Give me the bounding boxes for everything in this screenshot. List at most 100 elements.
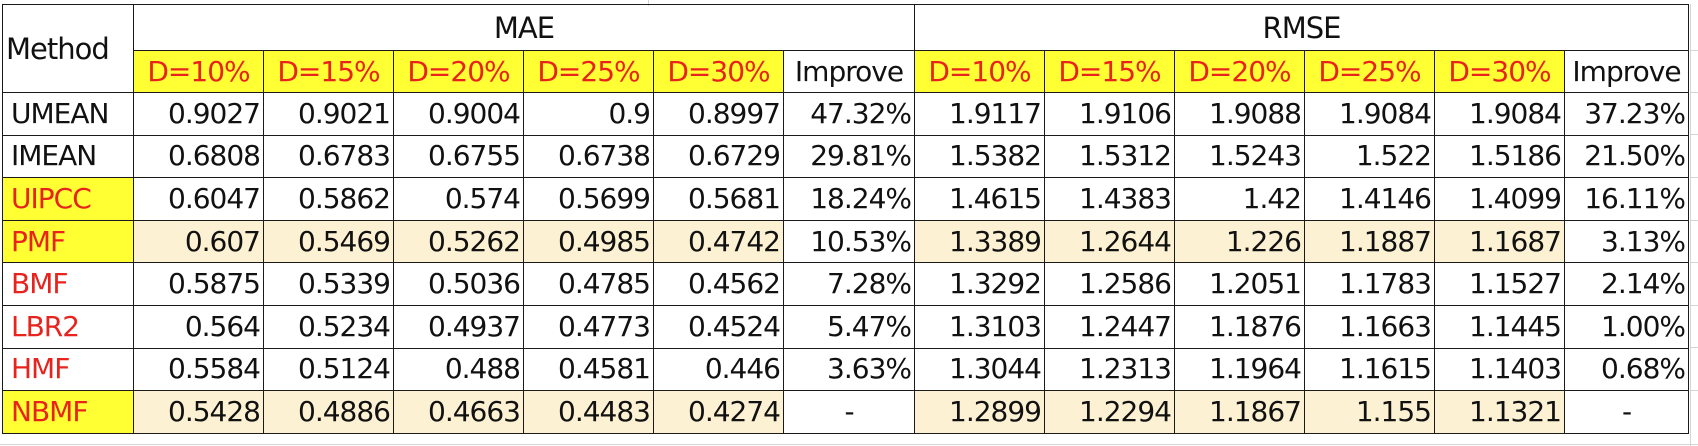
mae-subheader-d20[interactable]: D=20% — [393, 50, 524, 93]
mae-value-cell[interactable]: 0.5428 — [133, 390, 264, 434]
rmse-subheader-d15[interactable]: D=15% — [1044, 50, 1175, 93]
mae-value-cell[interactable]: 0.5036 — [393, 262, 524, 306]
mae-improve-cell[interactable]: 5.47% — [783, 304, 915, 349]
rmse-value-cell[interactable]: 1.3044 — [914, 347, 1045, 392]
mae-value-cell[interactable]: 0.574 — [393, 177, 524, 221]
method-cell[interactable]: BMF — [2, 262, 134, 306]
mae-value-cell[interactable]: 0.5862 — [263, 177, 394, 221]
rmse-value-cell[interactable]: 1.1527 — [1434, 262, 1565, 306]
rmse-subheader-d10[interactable]: D=10% — [914, 50, 1045, 93]
rmse-improve-cell[interactable]: 2.14% — [1564, 262, 1689, 306]
method-cell[interactable]: PMF — [2, 219, 134, 264]
rmse-improve-cell[interactable]: - — [1564, 390, 1689, 434]
mae-value-cell[interactable]: 0.9021 — [263, 92, 394, 136]
mae-value-cell[interactable]: 0.488 — [393, 347, 524, 392]
mae-value-cell[interactable]: 0.5124 — [263, 347, 394, 392]
rmse-value-cell[interactable]: 1.2313 — [1044, 347, 1175, 392]
method-cell[interactable]: IMEAN — [2, 134, 134, 179]
mae-value-cell[interactable]: 0.4785 — [523, 262, 654, 306]
rmse-value-cell[interactable]: 1.42 — [1174, 177, 1305, 221]
mae-value-cell[interactable]: 0.4985 — [523, 219, 654, 264]
rmse-value-cell[interactable]: 1.2051 — [1174, 262, 1305, 306]
rmse-value-cell[interactable]: 1.1687 — [1434, 219, 1565, 264]
rmse-value-cell[interactable]: 1.2447 — [1044, 304, 1175, 349]
mae-value-cell[interactable]: 0.5584 — [133, 347, 264, 392]
mae-value-cell[interactable]: 0.4663 — [393, 390, 524, 434]
mae-value-cell[interactable]: 0.5681 — [653, 177, 784, 221]
rmse-value-cell[interactable]: 1.522 — [1304, 134, 1435, 179]
mae-value-cell[interactable]: 0.6047 — [133, 177, 264, 221]
rmse-value-cell[interactable]: 1.1615 — [1304, 347, 1435, 392]
rmse-value-cell[interactable]: 1.9084 — [1304, 92, 1435, 136]
mae-value-cell[interactable]: 0.9027 — [133, 92, 264, 136]
mae-value-cell[interactable]: 0.4562 — [653, 262, 784, 306]
mae-improve-cell[interactable]: 29.81% — [783, 134, 915, 179]
mae-value-cell[interactable]: 0.9004 — [393, 92, 524, 136]
rmse-value-cell[interactable]: 1.4099 — [1434, 177, 1565, 221]
mae-improve-cell[interactable]: 7.28% — [783, 262, 915, 306]
rmse-improve-cell[interactable]: 16.11% — [1564, 177, 1689, 221]
rmse-value-cell[interactable]: 1.5243 — [1174, 134, 1305, 179]
rmse-value-cell[interactable]: 1.1663 — [1304, 304, 1435, 349]
mae-value-cell[interactable]: 0.564 — [133, 304, 264, 349]
mae-subheader-d25[interactable]: D=25% — [523, 50, 654, 93]
rmse-subheader-improve[interactable]: Improve — [1564, 50, 1689, 93]
mae-value-cell[interactable]: 0.4274 — [653, 390, 784, 434]
mae-group-header[interactable]: MAE — [133, 4, 915, 51]
mae-value-cell[interactable]: 0.4581 — [523, 347, 654, 392]
rmse-value-cell[interactable]: 1.226 — [1174, 219, 1305, 264]
mae-value-cell[interactable]: 0.446 — [653, 347, 784, 392]
mae-subheader-improve[interactable]: Improve — [783, 50, 915, 93]
mae-value-cell[interactable]: 0.6729 — [653, 134, 784, 179]
rmse-value-cell[interactable]: 1.2899 — [914, 390, 1045, 434]
rmse-value-cell[interactable]: 1.1887 — [1304, 219, 1435, 264]
rmse-value-cell[interactable]: 1.5186 — [1434, 134, 1565, 179]
method-cell[interactable]: UMEAN — [2, 92, 134, 136]
mae-improve-cell[interactable]: 10.53% — [783, 219, 915, 264]
mae-value-cell[interactable]: 0.6755 — [393, 134, 524, 179]
rmse-value-cell[interactable]: 1.5382 — [914, 134, 1045, 179]
rmse-subheader-d20[interactable]: D=20% — [1174, 50, 1305, 93]
mae-improve-cell[interactable]: 47.32% — [783, 92, 915, 136]
rmse-group-header[interactable]: RMSE — [914, 4, 1689, 51]
mae-value-cell[interactable]: 0.4937 — [393, 304, 524, 349]
mae-value-cell[interactable]: 0.5234 — [263, 304, 394, 349]
mae-value-cell[interactable]: 0.4773 — [523, 304, 654, 349]
mae-value-cell[interactable]: 0.6738 — [523, 134, 654, 179]
rmse-value-cell[interactable]: 1.1445 — [1434, 304, 1565, 349]
mae-value-cell[interactable]: 0.6783 — [263, 134, 394, 179]
rmse-value-cell[interactable]: 1.4146 — [1304, 177, 1435, 221]
rmse-value-cell[interactable]: 1.155 — [1304, 390, 1435, 434]
rmse-subheader-d25[interactable]: D=25% — [1304, 50, 1435, 93]
rmse-value-cell[interactable]: 1.9117 — [914, 92, 1045, 136]
mae-improve-cell[interactable]: - — [783, 390, 915, 434]
method-cell[interactable]: HMF — [2, 347, 134, 392]
mae-value-cell[interactable]: 0.4524 — [653, 304, 784, 349]
rmse-value-cell[interactable]: 1.2294 — [1044, 390, 1175, 434]
mae-value-cell[interactable]: 0.6808 — [133, 134, 264, 179]
rmse-improve-cell[interactable]: 21.50% — [1564, 134, 1689, 179]
rmse-value-cell[interactable]: 1.1876 — [1174, 304, 1305, 349]
mae-value-cell[interactable]: 0.9 — [523, 92, 654, 136]
rmse-value-cell[interactable]: 1.3389 — [914, 219, 1045, 264]
mae-value-cell[interactable]: 0.5875 — [133, 262, 264, 306]
rmse-value-cell[interactable]: 1.1964 — [1174, 347, 1305, 392]
mae-value-cell[interactable]: 0.4886 — [263, 390, 394, 434]
mae-value-cell[interactable]: 0.5699 — [523, 177, 654, 221]
mae-value-cell[interactable]: 0.5262 — [393, 219, 524, 264]
rmse-value-cell[interactable]: 1.2644 — [1044, 219, 1175, 264]
rmse-value-cell[interactable]: 1.1321 — [1434, 390, 1565, 434]
rmse-value-cell[interactable]: 1.1867 — [1174, 390, 1305, 434]
rmse-value-cell[interactable]: 1.4383 — [1044, 177, 1175, 221]
method-cell[interactable]: LBR2 — [2, 304, 134, 349]
method-cell[interactable]: NBMF — [2, 390, 134, 434]
method-cell[interactable]: UIPCC — [2, 177, 134, 221]
mae-value-cell[interactable]: 0.4742 — [653, 219, 784, 264]
rmse-value-cell[interactable]: 1.1403 — [1434, 347, 1565, 392]
rmse-value-cell[interactable]: 1.3103 — [914, 304, 1045, 349]
rmse-value-cell[interactable]: 1.4615 — [914, 177, 1045, 221]
rmse-subheader-d30[interactable]: D=30% — [1434, 50, 1565, 93]
rmse-improve-cell[interactable]: 0.68% — [1564, 347, 1689, 392]
mae-subheader-d10[interactable]: D=10% — [133, 50, 264, 93]
mae-value-cell[interactable]: 0.5469 — [263, 219, 394, 264]
